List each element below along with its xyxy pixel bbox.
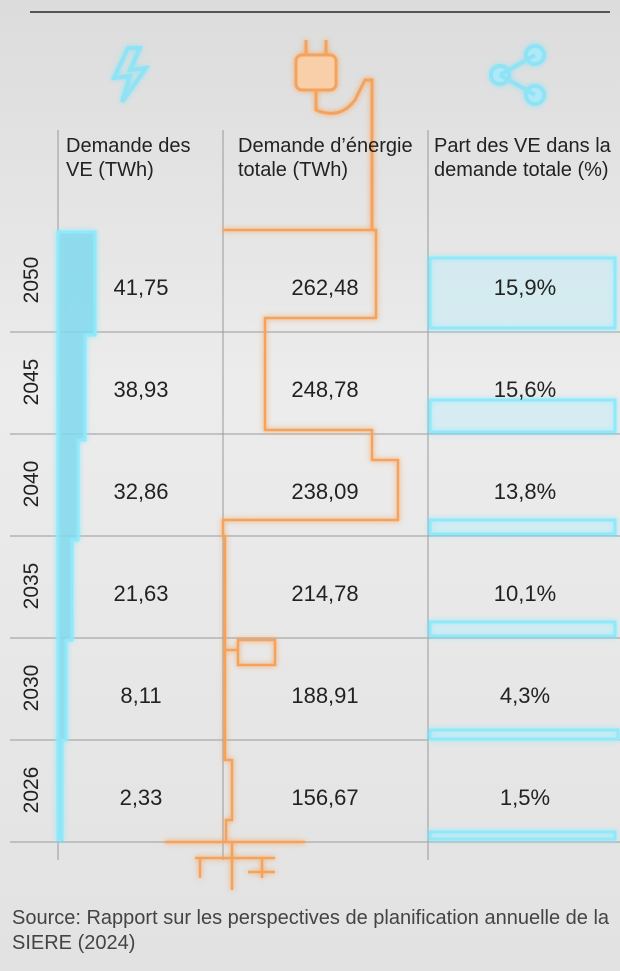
value: 41,75 (113, 275, 169, 300)
ve-bar (56, 230, 97, 842)
header: Demande d’énergie totale (TWh) (238, 135, 413, 181)
value: 38,93 (113, 377, 169, 402)
value: 8,11 (120, 683, 162, 708)
year: 2045 (20, 358, 43, 406)
year: 2026 (20, 766, 43, 814)
value: 32,86 (113, 479, 169, 504)
year: 2035 (20, 562, 43, 610)
value: 156,67 (291, 785, 359, 810)
value: 214,78 (291, 581, 359, 606)
year: 2040 (20, 460, 43, 508)
value: 238,09 (291, 479, 359, 504)
value: 1,5% (499, 785, 551, 810)
plug (294, 40, 374, 230)
value: 4,3% (499, 683, 551, 708)
circuit-line (165, 228, 400, 890)
value: 21,63 (113, 581, 169, 606)
year: 2050 (20, 256, 43, 304)
grid (10, 130, 620, 860)
value: 10,1% (493, 581, 557, 606)
value: 262,48 (291, 275, 359, 300)
icons (110, 44, 546, 106)
value: 248,78 (291, 377, 359, 402)
share-bars (428, 256, 620, 841)
header: Demande des VE (TWh) (66, 135, 191, 181)
value: 13,8% (493, 479, 557, 504)
year: 2030 (20, 664, 43, 712)
value: 15,9% (493, 275, 557, 300)
value: 15,6% (493, 377, 557, 402)
source: Source: Rapport sur les perspectives de … (12, 907, 610, 954)
value: 188,91 (291, 683, 359, 708)
value: 2,33 (119, 785, 163, 810)
header: Part des VE dans la demande totale (%) (434, 135, 611, 181)
